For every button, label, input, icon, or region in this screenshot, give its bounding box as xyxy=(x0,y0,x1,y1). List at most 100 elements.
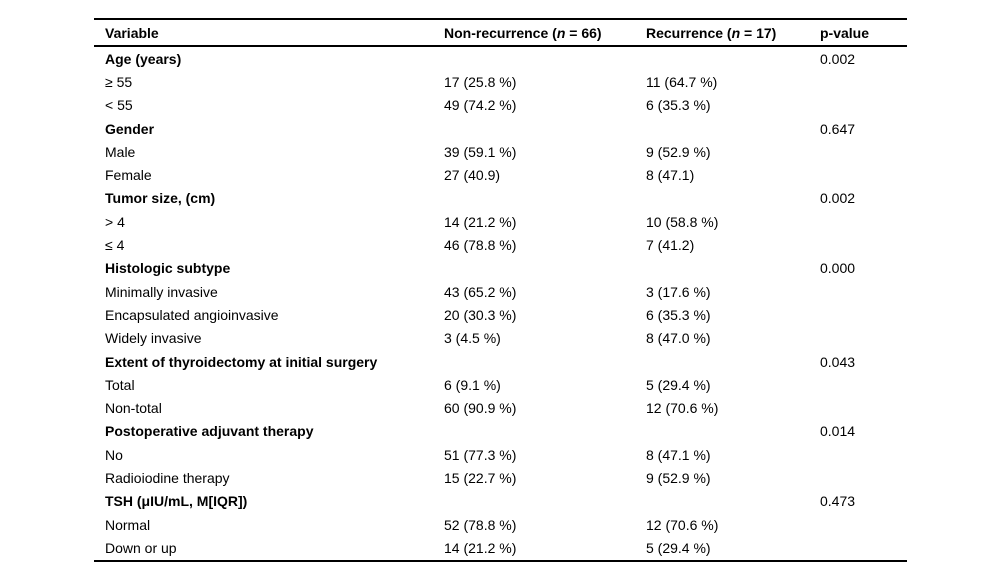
cell-non-recurrence xyxy=(444,117,646,140)
group-row: Histologic subtype 0.000 xyxy=(94,257,907,280)
cell-non-recurrence: 51 (77.3 %) xyxy=(444,446,517,463)
cell-variable: Female xyxy=(105,167,152,184)
cell-non-recurrence: 14 (21.2 %) xyxy=(444,213,517,230)
cell-non-recurrence: 14 (21.2 %) xyxy=(444,539,517,556)
cell-non-recurrence: 43 (65.2 %) xyxy=(444,283,517,300)
data-row: Radioiodine therapy 15 (22.7 %) 9 (52.9 %) xyxy=(94,466,907,489)
cell-recurrence: 12 (70.6 %) xyxy=(646,400,719,417)
cell-variable: ≥ 55 xyxy=(105,73,133,90)
cell-variable: Radioiodine therapy xyxy=(105,469,230,486)
group-row: Postoperative adjuvant therapy 0.014 xyxy=(94,420,907,443)
cell-recurrence: 9 (52.9 %) xyxy=(646,469,711,486)
cell-non-recurrence: 27 (40.9) xyxy=(444,167,501,184)
cell-recurrence: 3 (17.6 %) xyxy=(646,283,711,300)
cell-p-value xyxy=(820,210,907,233)
cell-variable: Encapsulated angioinvasive xyxy=(105,306,279,323)
cell-recurrence: 7 (41.2) xyxy=(646,237,695,254)
col-header-recurrence-suffix: = 17) xyxy=(740,24,777,41)
data-row: > 4 14 (21.2 %) 10 (58.8 %) xyxy=(94,210,907,233)
cell-p-value: 0.473 xyxy=(820,493,856,510)
col-header-non-recurrence-suffix: = 66) xyxy=(565,24,602,41)
cell-variable: Down or up xyxy=(105,539,177,556)
cell-non-recurrence xyxy=(444,420,646,443)
cell-p-value xyxy=(820,94,907,117)
cell-recurrence: 11 (64.7 %) xyxy=(646,73,718,90)
cell-non-recurrence: 52 (78.8 %) xyxy=(444,516,517,533)
cell-p-value: 0.647 xyxy=(820,120,856,137)
cell-p-value xyxy=(820,536,907,560)
cell-p-value xyxy=(820,140,907,163)
cell-p-value xyxy=(820,70,907,93)
cell-variable: Gender xyxy=(105,120,155,137)
cell-variable: Histologic subtype xyxy=(105,260,231,277)
col-header-non-recurrence: Non-recurrence (n = 66) xyxy=(444,19,646,46)
cell-recurrence: 5 (29.4 %) xyxy=(646,539,711,556)
cell-recurrence xyxy=(646,46,820,70)
col-header-recurrence-prefix: Recurrence ( xyxy=(646,24,732,41)
group-row: Gender 0.647 xyxy=(94,117,907,140)
cell-variable: Tumor size, (cm) xyxy=(105,190,216,207)
data-row: Female 27 (40.9) 8 (47.1) xyxy=(94,163,907,186)
cell-variable: Extent of thyroidectomy at initial surge… xyxy=(105,353,378,370)
cell-non-recurrence: 15 (22.7 %) xyxy=(444,469,517,486)
data-row: Encapsulated angioinvasive 20 (30.3 %) 6 (… xyxy=(94,303,907,326)
cell-non-recurrence xyxy=(444,350,646,373)
cell-non-recurrence xyxy=(444,257,646,280)
cell-recurrence: 8 (47.1) xyxy=(646,167,695,184)
col-header-p-value: p-value xyxy=(820,19,907,46)
cell-non-recurrence: 39 (59.1 %) xyxy=(444,143,517,160)
cell-p-value: 0.002 xyxy=(820,50,856,67)
cell-variable: ≤ 4 xyxy=(105,237,125,254)
cell-variable: TSH (μIU/mL, M[IQR]) xyxy=(105,493,248,510)
cell-recurrence xyxy=(646,117,820,140)
cell-non-recurrence xyxy=(444,187,646,210)
cell-recurrence: 8 (47.1 %) xyxy=(646,446,711,463)
cell-p-value xyxy=(820,443,907,466)
col-header-p-value-label: p-value xyxy=(820,24,870,41)
cell-variable: Total xyxy=(105,376,135,393)
cell-recurrence: 8 (47.0 %) xyxy=(646,330,711,347)
data-row: Male 39 (59.1 %) 9 (52.9 %) xyxy=(94,140,907,163)
cell-p-value xyxy=(820,280,907,303)
cell-p-value xyxy=(820,513,907,536)
cell-non-recurrence: 46 (78.8 %) xyxy=(444,237,517,254)
cell-variable: Widely invasive xyxy=(105,330,202,347)
cell-non-recurrence: 6 (9.1 %) xyxy=(444,376,501,393)
data-row: Total 6 (9.1 %) 5 (29.4 %) xyxy=(94,373,907,396)
cell-recurrence xyxy=(646,420,820,443)
cell-variable: No xyxy=(105,446,123,463)
data-row: No 51 (77.3 %) 8 (47.1 %) xyxy=(94,443,907,466)
cell-variable: Normal xyxy=(105,516,151,533)
cell-recurrence xyxy=(646,187,820,210)
cell-recurrence xyxy=(646,490,820,513)
data-row: Normal 52 (78.8 %) 12 (70.6 %) xyxy=(94,513,907,536)
cell-variable: Postoperative adjuvant therapy xyxy=(105,423,314,440)
cell-recurrence xyxy=(646,350,820,373)
cell-variable: < 55 xyxy=(105,97,133,114)
recurrence-statistics-table: Variable Non-recurrence (n = 66) Recurre… xyxy=(94,18,907,562)
cell-p-value xyxy=(820,396,907,419)
group-row: Tumor size, (cm) 0.002 xyxy=(94,187,907,210)
cell-recurrence: 6 (35.3 %) xyxy=(646,306,711,323)
cell-p-value: 0.000 xyxy=(820,260,856,277)
cell-p-value: 0.043 xyxy=(820,353,856,370)
data-row: Down or up 14 (21.2 %) 5 (29.4 %) xyxy=(94,536,907,560)
cell-variable: Male xyxy=(105,143,136,160)
data-row: < 55 49 (74.2 %) 6 (35.3 %) xyxy=(94,94,907,117)
cell-non-recurrence xyxy=(444,46,646,70)
table-body: Age (years) 0.002 ≥ 55 17 (25.8 %) 11 (64.7 … xyxy=(94,46,907,561)
cell-non-recurrence: 17 (25.8 %) xyxy=(444,73,517,90)
cell-recurrence: 9 (52.9 %) xyxy=(646,143,711,160)
col-header-variable: Variable xyxy=(94,19,444,46)
cell-non-recurrence: 3 (4.5 %) xyxy=(444,330,501,347)
cell-non-recurrence: 60 (90.9 %) xyxy=(444,400,517,417)
col-header-variable-label: Variable xyxy=(105,24,159,41)
col-header-recurrence: Recurrence (n = 17) xyxy=(646,19,820,46)
col-header-recurrence-n: n xyxy=(731,24,741,41)
group-row: Extent of thyroidectomy at initial surge… xyxy=(94,350,907,373)
cell-recurrence: 10 (58.8 %) xyxy=(646,213,719,230)
cell-p-value xyxy=(820,233,907,256)
header-row: Variable Non-recurrence (n = 66) Recurre… xyxy=(94,19,907,46)
group-row: Age (years) 0.002 xyxy=(94,46,907,70)
cell-p-value xyxy=(820,373,907,396)
